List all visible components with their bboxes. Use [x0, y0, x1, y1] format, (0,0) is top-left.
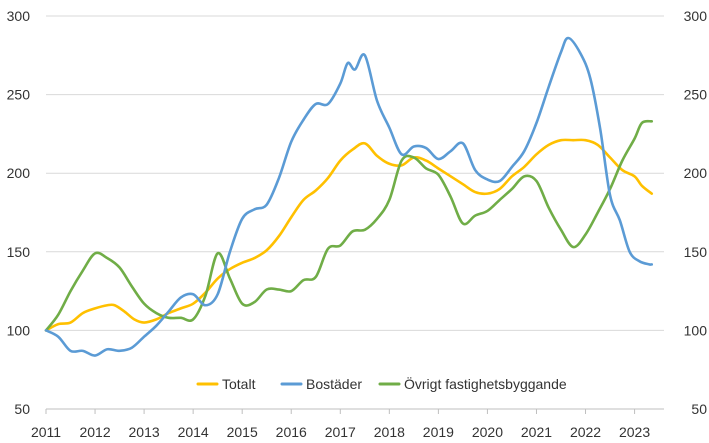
series-line-bostader [44, 36, 654, 357]
y-tick-label-left: 100 [7, 322, 31, 338]
y-tick-label-right: 50 [691, 401, 707, 417]
x-tick-label: 2019 [423, 424, 454, 440]
x-tick-label: 2014 [178, 424, 209, 440]
x-tick-label: 2011 [31, 424, 61, 440]
x-tick-label: 2017 [325, 424, 356, 440]
x-tick-label: 2023 [619, 424, 650, 440]
y-tick-label-right: 300 [684, 8, 708, 24]
y-tick-label-right: 150 [684, 244, 708, 260]
x-tick-label: 2016 [276, 424, 307, 440]
y-tick-label-left: 250 [7, 87, 31, 103]
legend: Totalt Bostäder Övrigt fastighetsbyggande [196, 375, 567, 392]
x-tick-label: 2018 [374, 424, 405, 440]
y-tick-label-right: 100 [684, 322, 708, 338]
series-lines [44, 36, 654, 357]
x-tick-label: 2012 [79, 424, 110, 440]
legend-label-bostader: Bostäder [306, 376, 362, 392]
x-tick-label: 2020 [472, 424, 503, 440]
x-tick-label: 2015 [227, 424, 258, 440]
series-line-totalt [44, 138, 654, 332]
y-tick-label-right: 250 [684, 87, 708, 103]
series-line-ovrigt-fastighetsbyggande [44, 119, 654, 332]
y-tick-label-left: 300 [7, 8, 31, 24]
y-tick-label-left: 50 [14, 401, 30, 417]
x-tick-label: 2022 [570, 424, 601, 440]
x-tick-label: 2013 [129, 424, 160, 440]
y-tick-label-left: 150 [7, 244, 31, 260]
y-tick-label-right: 200 [684, 165, 708, 181]
gridlines [46, 15, 664, 410]
axes: 50 50 100 100 150 150 200 200 250 250 300 300 2011 20… [7, 8, 708, 440]
legend-label-ovrigt-fastighetsbyggande: Övrigt fastighetsbyggande [404, 375, 567, 392]
y-tick-label-left: 200 [7, 165, 31, 181]
legend-label-totalt: Totalt [222, 376, 256, 392]
x-tick-label: 2021 [521, 424, 552, 440]
